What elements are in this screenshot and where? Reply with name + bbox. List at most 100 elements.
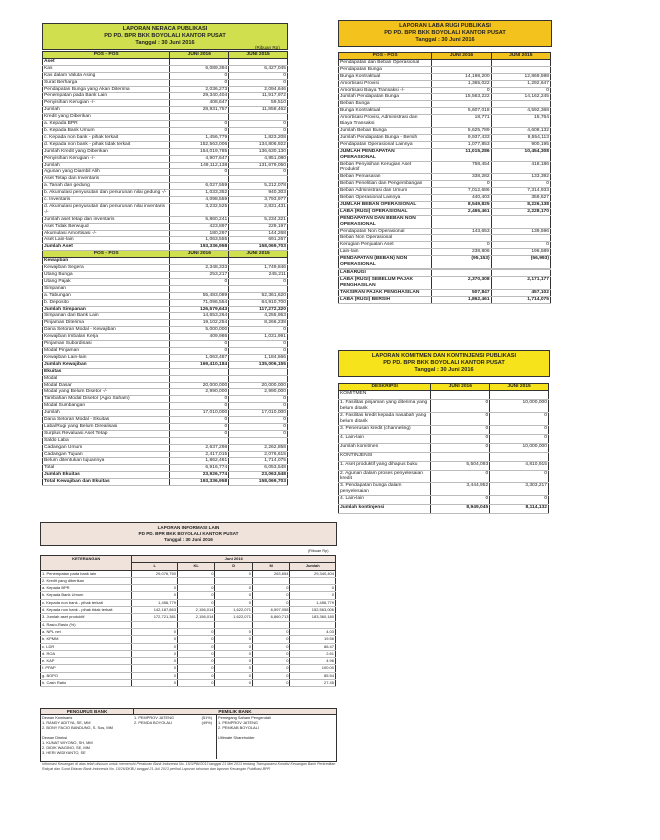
value-cell: 10,000,000: [489, 443, 549, 453]
value-cell: 0: [131, 679, 178, 688]
pengurus-line: 1. KUNAT WIYONO, SH, MM: [42, 740, 93, 745]
value-cell: 0: [176, 591, 215, 600]
table-row: 4. Lain-lain 0 0: [338, 495, 549, 506]
title-line: PD PD. BPR BKK BOYOLALI KANTOR PUSAT: [383, 360, 505, 366]
label-cell: 1. Aset produktif yang dihapus buku: [338, 461, 431, 471]
value-cell: 0: [289, 591, 336, 600]
title-line: LAPORAN INFORMASI LAIN: [157, 525, 220, 530]
table-row: 1. Fasilitas pinjaman yang diterima yang…: [338, 399, 549, 413]
value-cell: 1,622,071: [214, 613, 253, 622]
value-cell: 134,806,922: [228, 141, 288, 149]
value-cell: 0: [169, 127, 229, 135]
value-cell: 20,000,000: [169, 382, 229, 390]
value-cell: 149,112,138: [169, 162, 229, 170]
value-cell: [228, 375, 288, 383]
column-header: M: [251, 562, 291, 571]
value-cell: 0: [430, 425, 490, 435]
value-cell: [228, 285, 288, 293]
label-cell: 2. Kredit yang diberikan: [40, 577, 132, 586]
value-cell: 2,156,014: [176, 613, 215, 622]
value-cell: 6,916,774: [169, 464, 229, 473]
column-header: JUNI 2016: [431, 52, 492, 60]
table-row: d. Kepada non bank - pihak tidak terkait…: [42, 141, 288, 149]
value-cell: [490, 215, 551, 229]
table-row: Kerugian Penjualan Aset 0 0: [338, 241, 551, 250]
value-cell: 0: [431, 87, 492, 95]
table-row: g. BOPO 0 0 0 0 85.54: [40, 672, 336, 681]
table-row: Bunga Kontraktual 14,198,200 12,869,598: [338, 73, 551, 81]
column-header: JUNI 2015: [228, 51, 288, 59]
value-cell: 0: [214, 628, 253, 637]
value-cell: 0: [228, 79, 288, 87]
value-cell: 0: [169, 278, 229, 286]
value-cell: 172,721,381: [131, 613, 178, 622]
table-row: c. Kepada non bank - pihak terkait 1,456,…: [42, 134, 288, 142]
table-row: Penyisihan Kerugian -/- 408,647 59,510: [42, 99, 288, 108]
label-cell: a. Tabungan: [42, 292, 170, 300]
table-row: Pinjaman Subordinasi 0 0: [42, 340, 288, 348]
table-row: 3. Penerusan kredit (channeling) 0 0: [338, 425, 549, 435]
value-cell: 85.54: [289, 672, 336, 681]
table-row: Jumlah Aset 193,336,958 158,069,703: [42, 243, 288, 252]
label-cell: LABA (RUGI) SEBELUM PAJAK PENGHASILAN: [338, 276, 432, 290]
value-cell: [430, 390, 490, 400]
title-line: LAPORAN KOMITMEN DAN KONTINJENSI PUBLIKA…: [371, 353, 517, 359]
title-line: PD PD. BPR BKK BOYOLALI KANTOR PUSAT: [138, 531, 239, 536]
pengurus-line: 1. RANDY ADITYA, SE, MM: [42, 720, 91, 725]
label-cell: Jumlah Aset: [42, 243, 170, 252]
value-cell: 691,267: [228, 236, 288, 245]
table-row: Modal: [42, 375, 288, 383]
table-row: a. Kepada BPR 0 0 0 0 0: [40, 584, 336, 593]
value-cell: 183,360,180: [289, 613, 336, 622]
label-cell: Jumlah Simpanan: [42, 306, 170, 314]
value-cell: 1,714,075: [490, 296, 551, 304]
table-row: Simpanan: [42, 285, 288, 293]
value-cell: 238,806: [431, 248, 492, 257]
table-row: b. Kepada Bank Umum 0 0: [42, 127, 288, 135]
value-cell: 15,764: [490, 114, 551, 128]
label-cell: PENDAPATAN (BEBAN) NON OPERASIONAL: [338, 255, 432, 269]
value-cell: 11,015,286: [431, 148, 492, 162]
value-cell: 0: [251, 664, 290, 673]
value-cell: 9,554,113: [490, 134, 551, 142]
label-cell: Dana Setoran Modal - Ekuitas: [42, 416, 170, 424]
value-cell: 0: [169, 402, 229, 411]
table-row: Kas dalam Valuta Asing 0 0: [42, 72, 288, 80]
value-cell: 0: [431, 180, 492, 189]
label-cell: Belum ditentukan tujuannya: [42, 457, 170, 466]
pengurus-line: 2. BONY FACIO BANDUNG, S. Sos, MM: [42, 725, 113, 730]
value-cell: 423,897: [169, 223, 229, 231]
value-cell: 8,226,138: [490, 201, 551, 209]
table-row: Jumlah komitmen 0 10,000,000: [338, 443, 549, 453]
value-cell: [430, 452, 490, 462]
column-header: JUNI 2015: [490, 52, 552, 60]
title-line: LAPORAN NERACA PUBLIKASI: [122, 26, 208, 32]
table-row: PENDAPATAN DAN BEBAN NON OPERASIONAL: [338, 215, 551, 229]
table-row: Aset Tetap dan Inventaris: [42, 175, 288, 184]
label-cell: Kas: [42, 65, 170, 73]
value-cell: [228, 113, 288, 122]
table-row: LABA (RUGI) SEBELUM PAJAK PENGHASILAN 2,3…: [338, 276, 551, 290]
value-cell: 0: [489, 412, 549, 426]
table-row: Kewajiban Lain-lain 1,063,487 1,184,566: [42, 354, 288, 362]
table-row: Beban Operasional Lainnya 440,403 359,627: [338, 194, 551, 202]
value-cell: 0: [251, 643, 290, 651]
title-line: PD PD. BPR BKK BOYOLALI KANTOR PUSAT: [384, 30, 506, 36]
value-cell: 17,010,000: [228, 409, 288, 418]
pengurus-line: 3. HERI WIDIYANTO, SE: [42, 750, 86, 755]
label-cell: Pinjaman Diterima: [42, 319, 170, 328]
value-cell: 8,949,045: [430, 504, 490, 515]
value-cell: [228, 175, 288, 184]
value-cell: [431, 215, 492, 229]
pemilik-name: 2. PEMDA BOYOLALI: [134, 720, 173, 725]
value-cell: 4,951,080: [228, 155, 288, 163]
value-cell: 2,076,615: [228, 451, 288, 459]
value-cell: 10,000,000: [489, 399, 549, 413]
column-header: D: [214, 562, 253, 571]
table-row: 1. Aset produktif yang dihapus buku 5,504…: [338, 461, 549, 471]
table-row: Utang Bunga 253,217 245,211: [42, 271, 288, 279]
table-row: Beban Penelitian dan Pengembangan 0 0: [338, 180, 551, 189]
value-cell: 1,749,846: [228, 264, 288, 272]
value-cell: 1,622,071: [214, 606, 253, 615]
table-row: Total Kewajiban dan Ekuitas 193,336,958 15…: [42, 478, 288, 487]
